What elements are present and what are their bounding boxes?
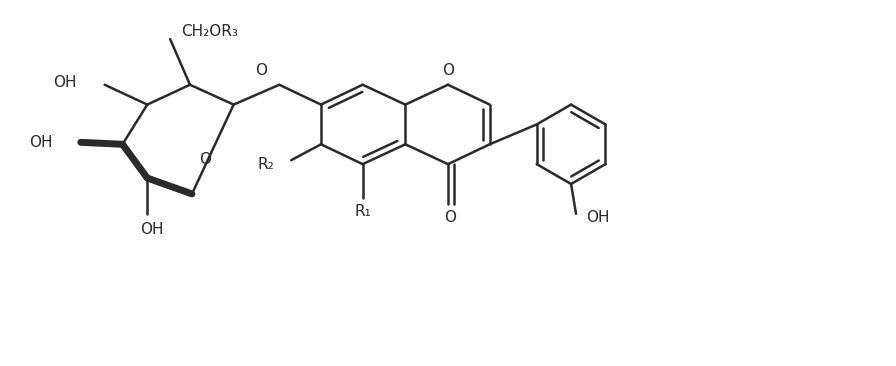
Text: OH: OH: [586, 210, 609, 225]
Text: OH: OH: [54, 75, 77, 90]
Text: OH: OH: [141, 222, 164, 237]
Text: O: O: [199, 152, 211, 167]
Text: OH: OH: [30, 135, 53, 150]
Text: CH₂OR₃: CH₂OR₃: [181, 24, 238, 39]
Text: O: O: [442, 63, 454, 78]
Text: R₂: R₂: [257, 157, 274, 172]
Text: O: O: [444, 210, 456, 225]
Text: O: O: [255, 63, 267, 78]
Text: R₁: R₁: [354, 204, 371, 219]
